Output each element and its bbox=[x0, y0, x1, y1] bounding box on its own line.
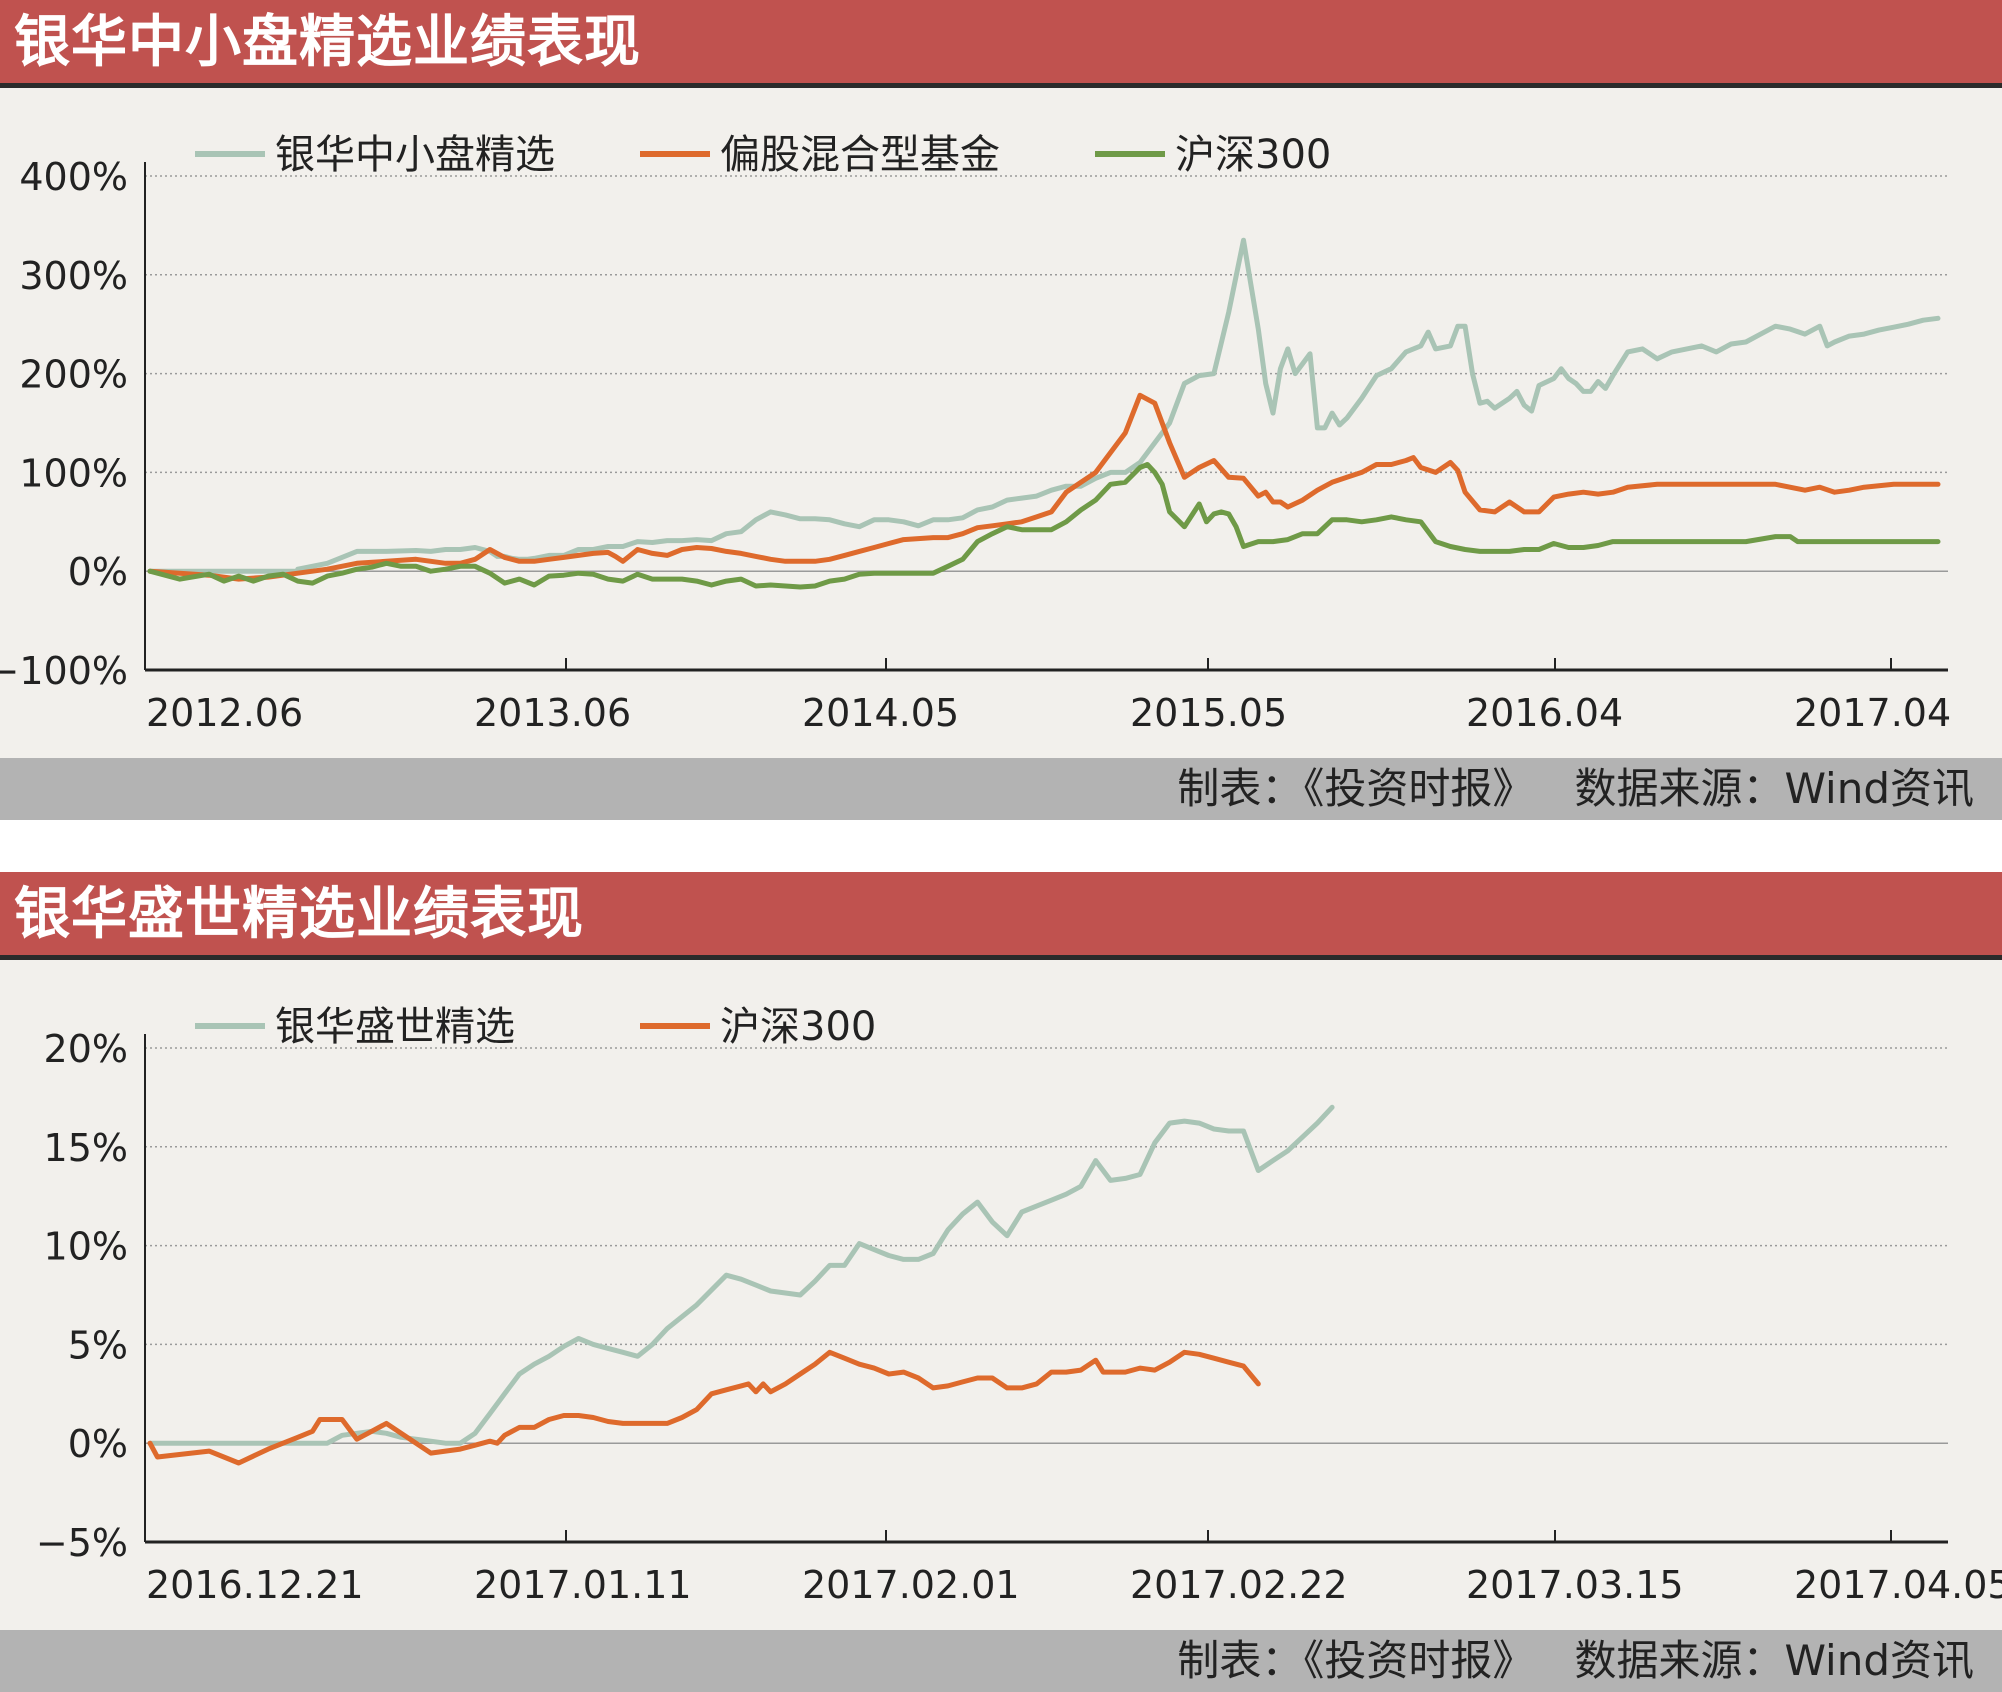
y-tick-label: 0% bbox=[68, 550, 128, 594]
x-tick-label: 2017.01.11 bbox=[474, 1563, 692, 1607]
series-line bbox=[147, 1104, 1335, 1446]
x-tick-label: 2015.05 bbox=[1130, 691, 1287, 735]
series-line bbox=[147, 462, 1941, 590]
x-tick-label: 2012.06 bbox=[146, 691, 303, 735]
x-tick-label: 2017.04.05 bbox=[1794, 1563, 2002, 1607]
panel-gap bbox=[0, 820, 2002, 872]
y-tick-label: 200% bbox=[19, 353, 128, 397]
series-line bbox=[147, 237, 1941, 574]
y-tick-label: 15% bbox=[44, 1126, 128, 1170]
x-tick-label: 2017.02.22 bbox=[1130, 1563, 1348, 1607]
chart-title: 银华中小盘精选业绩表现 bbox=[14, 10, 641, 75]
x-tick-label: 2017.04 bbox=[1794, 691, 1951, 735]
chart-panel-2: 银华盛世精选业绩表现 20% 15% 10% 5% 0% −5% 2016.12.21 201… bbox=[0, 872, 2002, 1692]
y-tick-label: 400% bbox=[19, 155, 128, 199]
x-tick-label: 2016.04 bbox=[1466, 691, 1623, 735]
x-tick-label: 2014.05 bbox=[802, 691, 959, 735]
legend-label: 银华中小盘精选 bbox=[275, 132, 555, 178]
y-tick-label: 0% bbox=[68, 1422, 128, 1466]
title-bar: 银华盛世精选业绩表现 bbox=[0, 872, 2002, 960]
legend-label: 银华盛世精选 bbox=[275, 1004, 515, 1050]
y-tick-label: 100% bbox=[19, 451, 128, 495]
footer-bar: 制表：《投资时报》 数据来源：Wind资讯 bbox=[0, 1630, 2002, 1692]
plot-area: 20% 15% 10% 5% 0% −5% 2016.12.21 2017.01.11 2017… bbox=[0, 960, 2002, 1630]
x-tick-label: 2017.02.01 bbox=[802, 1563, 1020, 1607]
x-tick-label: 2013.06 bbox=[474, 691, 631, 735]
line-chart-1: 400% 300% 200% 100% 0% −100% 2012.06 2013.06 201… bbox=[0, 132, 1951, 735]
title-bar: 银华中小盘精选业绩表现 bbox=[0, 0, 2002, 88]
y-tick-label: 20% bbox=[44, 1027, 128, 1071]
legend-label: 沪深300 bbox=[720, 1004, 876, 1050]
y-tick-label: 5% bbox=[68, 1323, 128, 1367]
line-chart-2: 20% 15% 10% 5% 0% −5% 2016.12.21 2017.01.11 2017… bbox=[36, 1004, 2002, 1607]
footer-bar: 制表：《投资时报》 数据来源：Wind资讯 bbox=[0, 758, 2002, 820]
legend-label: 偏股混合型基金 bbox=[720, 132, 1000, 178]
x-tick-label: 2017.03.15 bbox=[1466, 1563, 1684, 1607]
source-credit: 制表：《投资时报》 数据来源：Wind资讯 bbox=[1177, 1636, 1974, 1685]
y-tick-label: 300% bbox=[19, 254, 128, 298]
source-credit: 制表：《投资时报》 数据来源：Wind资讯 bbox=[1177, 764, 1974, 813]
chart-panel-1: 银华中小盘精选业绩表现 400% 300% 200% 100% 0% −100% 2012.… bbox=[0, 0, 2002, 820]
y-tick-label: −100% bbox=[0, 649, 128, 693]
chart-title: 银华盛世精选业绩表现 bbox=[14, 882, 584, 947]
series-line bbox=[147, 392, 1941, 582]
legend-label: 沪深300 bbox=[1175, 132, 1331, 178]
x-tick-label: 2016.12.21 bbox=[146, 1563, 364, 1607]
series-line bbox=[147, 1349, 1261, 1466]
y-tick-label: −5% bbox=[36, 1521, 128, 1565]
plot-area: 400% 300% 200% 100% 0% −100% 2012.06 2013.06 201… bbox=[0, 88, 2002, 758]
y-tick-label: 10% bbox=[44, 1225, 128, 1269]
